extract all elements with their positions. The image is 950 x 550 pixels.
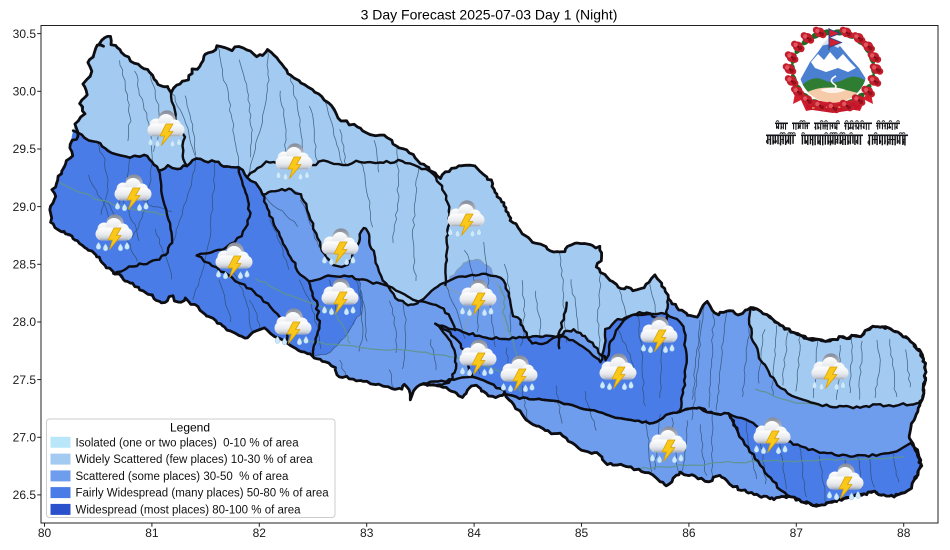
svg-text:88: 88: [897, 526, 911, 540]
svg-text:27.0: 27.0: [13, 431, 37, 445]
svg-text:Legend: Legend: [170, 421, 210, 435]
svg-text:Fairly Widespread (many places: Fairly Widespread (many places) 50-80 % …: [76, 488, 330, 500]
svg-text:87: 87: [790, 526, 804, 540]
svg-text:27.5: 27.5: [13, 373, 37, 387]
svg-text:28.0: 28.0: [13, 315, 37, 329]
svg-text:28.5: 28.5: [13, 258, 37, 272]
svg-text:82: 82: [253, 526, 267, 540]
svg-text:29.5: 29.5: [13, 142, 37, 156]
svg-text:85: 85: [575, 526, 589, 540]
svg-text:Widespread (most places) 80-10: Widespread (most places) 80-100 % of are…: [76, 504, 302, 516]
svg-text:30.0: 30.0: [13, 85, 37, 99]
svg-text:83: 83: [360, 526, 374, 540]
svg-text:86: 86: [682, 526, 696, 540]
svg-text:Scattered (some places) 30-50: Scattered (some places) 30-50 % of area: [76, 471, 289, 483]
svg-text:81: 81: [145, 526, 159, 540]
svg-text:3 Day Forecast 2025-07-03 Day: 3 Day Forecast 2025-07-03 Day 1 (Night): [361, 7, 618, 23]
svg-text:26.5: 26.5: [13, 488, 37, 502]
svg-text:Widely Scattered (few places): Widely Scattered (few places) 10-30 % of…: [76, 454, 314, 466]
svg-text:80: 80: [38, 526, 52, 540]
svg-text:84: 84: [467, 526, 481, 540]
svg-text:30.5: 30.5: [13, 27, 37, 41]
svg-text:Isolated (one or two places): Isolated (one or two places) 0-10 % of a…: [76, 437, 300, 449]
svg-text:29.0: 29.0: [13, 200, 37, 214]
